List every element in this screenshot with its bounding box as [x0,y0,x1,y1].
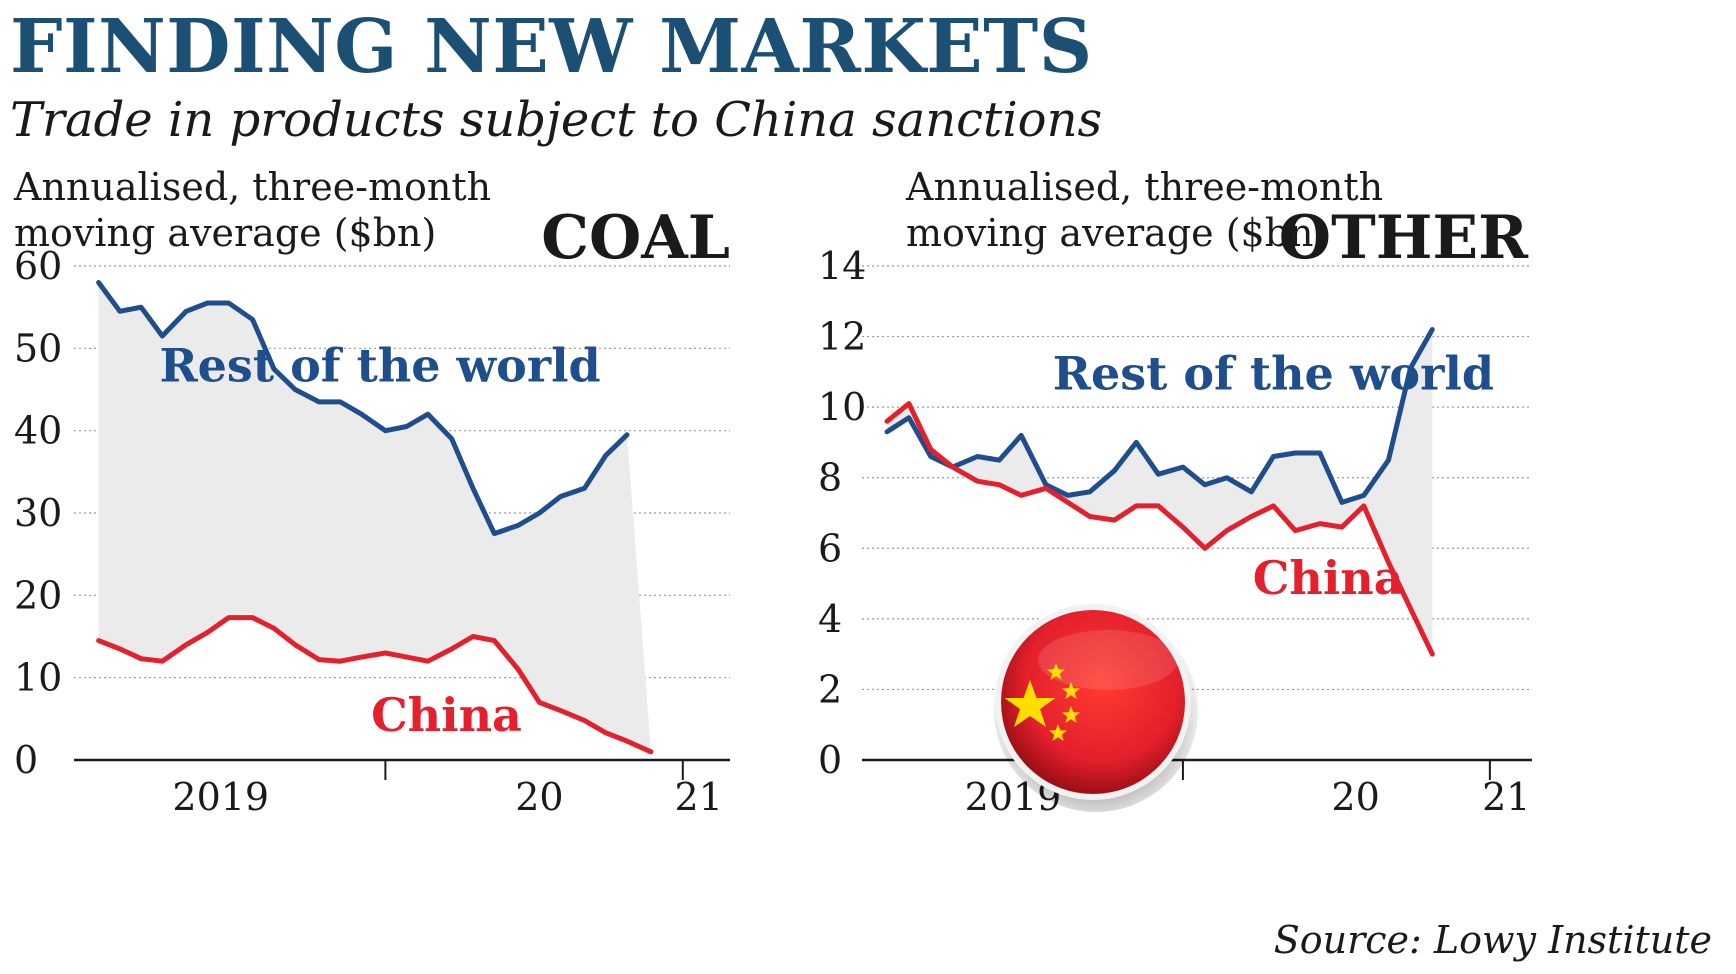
coal-series-label-china: China [371,688,522,742]
flag-small-star-4 [1049,724,1067,741]
coal-ylabel-line-2: moving average ($bn) [14,211,437,255]
other-shaded-area [886,329,1433,655]
source-note: Source: Lowy Institute [1273,918,1712,962]
coal-ytick-label: 60 [14,244,62,288]
other-ytick-label: 6 [818,526,842,570]
coal-xtick-label: 2019 [172,775,269,819]
other-ylabel-line-2: moving average ($bn) [906,211,1329,255]
coal-ylabel-line-1: Annualised, three-month [14,165,492,209]
other-ytick-label: 12 [818,315,866,359]
coal-ytick-label: 40 [14,409,62,453]
other-ylabel: Annualised, three-month moving average (… [906,164,1426,256]
coal-ytick-label: 50 [14,326,62,370]
coal-ytick-label: 30 [14,491,62,535]
flag-small-star-2 [1062,682,1080,699]
other-xtick-label: 21 [1482,775,1530,819]
coal-shaded-area [98,282,651,752]
flag-small-star-1 [1047,663,1065,680]
other-ytick-label: 10 [818,385,866,429]
coal-xtick-label: 21 [675,775,723,819]
other-ytick-label: 2 [818,667,842,711]
coal-series-line-china [96,615,654,755]
chart-subtitle: Trade in products subject to China sanct… [10,92,1103,148]
coal-xtick-label: 20 [515,775,563,819]
other-ytick-label: 4 [818,597,842,641]
other-panel-title: OTHER [1279,203,1529,273]
other-series-label-china: China [1253,551,1404,605]
flag-small-star-3 [1062,706,1080,723]
other-ytick-label: 0 [818,738,842,782]
other-ylabel-line-1: Annualised, three-month [906,165,1384,209]
other-xtick-label: 20 [1331,775,1379,819]
other-series-label-rest-of-world: Rest of the world [1053,347,1494,401]
coal-ytick-label: 20 [14,573,62,617]
other-series-line-rest-of-world [884,327,1435,505]
flag-big-star [1004,680,1056,727]
coal-ytick-label: 0 [14,738,38,782]
coal-series-line-rest-of-world [96,280,630,537]
china-flag-icon [994,604,1198,812]
coal-panel-title: COAL [541,203,730,273]
other-ytick-label: 14 [818,244,866,288]
other-ytick-label: 8 [818,456,842,500]
coal-series-label-rest-of-world: Rest of the world [159,338,600,392]
other-panel: Annualised, three-month moving average (… [818,158,1736,894]
coal-panel: Annualised, three-month moving average (… [0,158,868,894]
other-series-line-china [884,401,1435,657]
coal-ylabel: Annualised, three-month moving average (… [14,164,534,256]
chart-title: FINDING NEW MARKETS [10,4,1093,90]
coal-ytick-label: 10 [14,656,62,700]
coal-chart: 0 10 20 30 40 50 60 2019 20 21 Rest of the world Ch… [14,203,730,819]
